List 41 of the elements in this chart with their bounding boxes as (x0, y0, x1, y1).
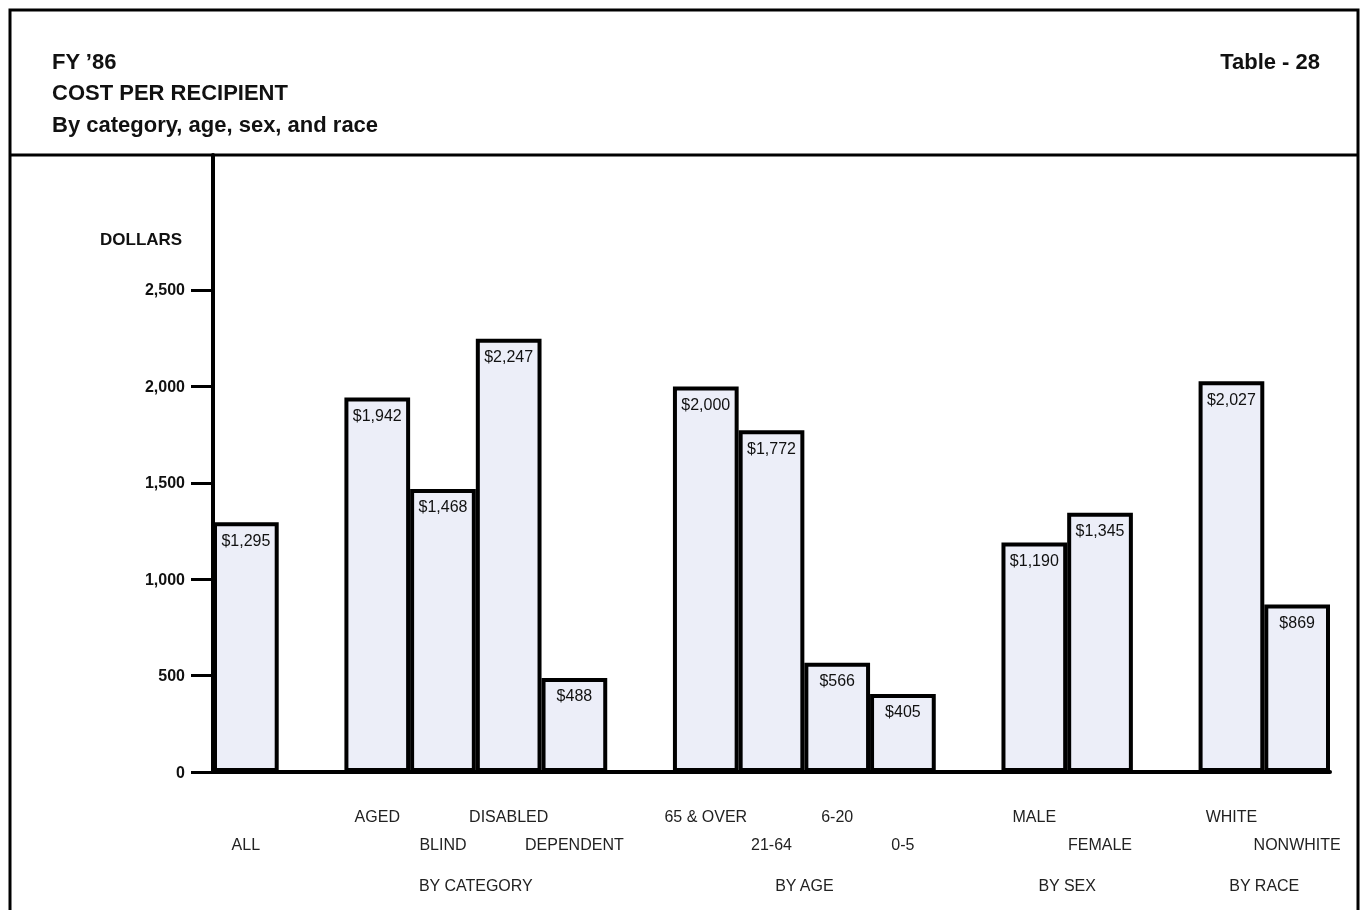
y-tick-label: 1,000 (144, 570, 186, 588)
text: Table - 28 (1220, 48, 1321, 74)
x-tick-label: 0-5 (891, 835, 915, 853)
x-tick-label: AGED (354, 807, 400, 825)
text: FY ’86 (52, 48, 117, 74)
y-tick-label: 2,000 (144, 377, 186, 395)
data-label: $1,295 (221, 531, 271, 549)
data-label: $1,772 (747, 439, 797, 457)
chart-title: COST PER RECIPIENT (52, 79, 289, 105)
data-label: $869 (1279, 613, 1316, 631)
data-label: $1,942 (352, 407, 402, 425)
text: BY AGE (775, 876, 834, 894)
data-label: $1,345 (1075, 522, 1125, 540)
x-tick-label: MALE (1012, 807, 1057, 825)
x-tick-label: 21-64 (751, 835, 793, 853)
data-label: $2,247 (484, 348, 534, 366)
x-tick-label: BLIND (419, 835, 467, 853)
data-label: $2,027 (1206, 390, 1257, 408)
data-label: $1,468 (418, 498, 468, 516)
x-tick-label: FEMALE (1068, 835, 1133, 853)
y-tick-label: 1,500 (144, 474, 186, 492)
x-tick-label: NONWHITE (1253, 835, 1341, 853)
x-tick-label: 6-20 (821, 807, 854, 825)
x-tick-label: WHITE (1205, 807, 1258, 825)
y-axis-title: DOLLARS (100, 230, 183, 249)
chart-subtitle: By category, age, sex, and race (52, 111, 379, 137)
data-label: $566 (819, 672, 856, 690)
text: BY RACE (1229, 876, 1300, 894)
data-label: $405 (885, 703, 921, 721)
y-tick-label: 0 (176, 763, 186, 781)
text: BY SEX (1038, 876, 1097, 894)
x-tick-label: DISABLED (469, 807, 549, 825)
y-tick-label: 500 (158, 667, 186, 685)
data-label: $488 (556, 687, 593, 705)
x-tick-label: ALL (231, 835, 261, 853)
data-label: $1,190 (1009, 552, 1059, 570)
text: BY CATEGORY (418, 876, 534, 894)
x-tick-label: 65 & OVER (664, 807, 748, 825)
y-tick-label: 2,500 (144, 281, 186, 299)
data-label: $2,000 (681, 395, 731, 413)
x-tick-label: DEPENDENT (525, 835, 624, 853)
